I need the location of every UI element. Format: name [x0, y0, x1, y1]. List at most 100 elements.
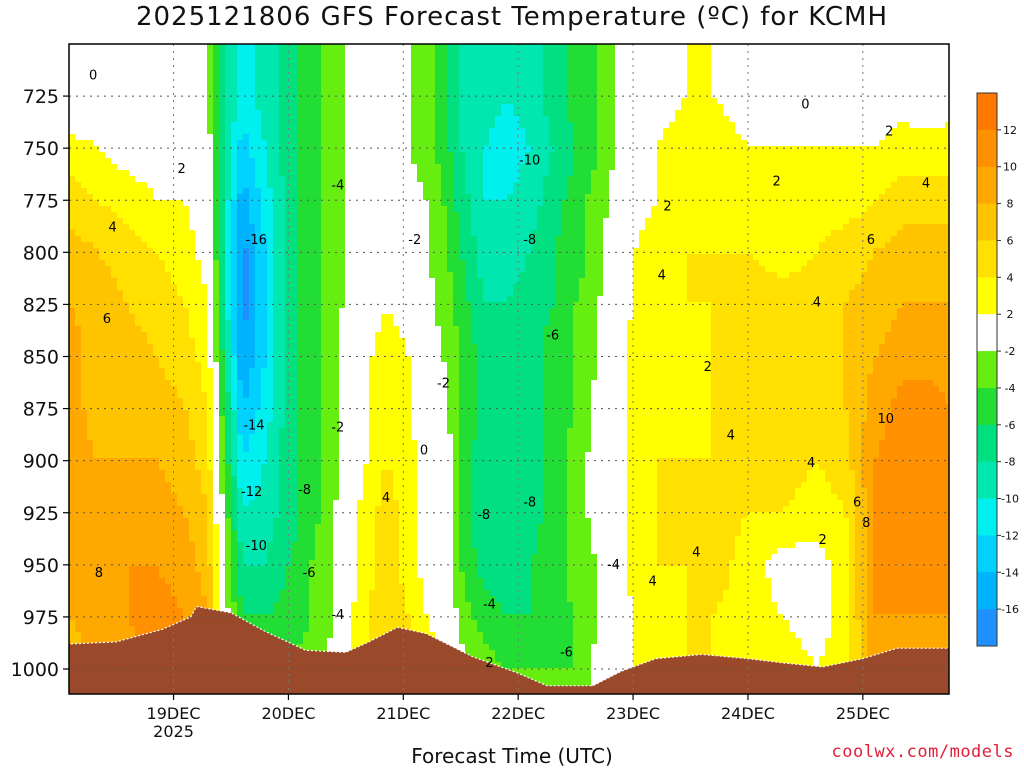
temp-cell	[327, 440, 334, 447]
temp-cell	[99, 506, 106, 513]
temp-cell	[231, 122, 238, 129]
temp-cell	[321, 530, 328, 537]
temp-cell	[243, 386, 250, 393]
temp-cell	[327, 326, 334, 333]
temp-cell	[171, 380, 178, 387]
temp-cell	[147, 518, 154, 525]
temp-cell	[177, 416, 184, 423]
temp-cell	[99, 338, 106, 345]
temp-cell	[69, 128, 76, 135]
temp-cell	[93, 500, 100, 507]
temp-cell	[153, 254, 160, 261]
temp-cell	[189, 296, 196, 303]
temp-cell	[75, 266, 82, 273]
temp-cell	[165, 74, 172, 81]
temp-cell	[123, 422, 130, 429]
temp-cell	[129, 308, 136, 315]
temp-cell	[297, 524, 304, 531]
temp-cell	[123, 482, 130, 489]
temp-cell	[159, 176, 166, 183]
temp-cell	[213, 140, 220, 147]
temp-cell	[81, 386, 88, 393]
temp-cell	[261, 446, 268, 453]
temp-cell	[153, 590, 160, 597]
temp-cell	[189, 110, 196, 117]
temp-cell	[189, 164, 196, 171]
temp-cell	[147, 500, 154, 507]
temp-cell	[315, 428, 322, 435]
temp-cell	[93, 326, 100, 333]
temp-cell	[111, 140, 118, 147]
temp-cell	[315, 596, 322, 603]
temp-cell	[315, 206, 322, 213]
temp-cell	[87, 92, 94, 99]
temp-cell	[291, 254, 298, 261]
temp-cell	[153, 464, 160, 471]
temp-cell	[315, 62, 322, 69]
temp-cell	[207, 86, 214, 93]
temp-cell	[303, 134, 310, 141]
temp-cell	[243, 230, 250, 237]
temp-cell	[189, 530, 196, 537]
temp-cell	[309, 50, 316, 57]
temp-cell	[135, 308, 142, 315]
temp-cell	[231, 98, 238, 105]
temp-cell	[207, 602, 214, 609]
temp-cell	[339, 440, 346, 447]
temp-cell	[237, 170, 244, 177]
temp-cell	[129, 74, 136, 81]
temp-cell	[183, 122, 190, 129]
temp-cell	[339, 68, 346, 75]
temp-cell	[159, 374, 166, 381]
temp-cell	[195, 164, 202, 171]
temp-cell	[99, 50, 106, 57]
temp-cell	[255, 152, 262, 159]
temp-cell	[177, 482, 184, 489]
temp-cell	[69, 116, 76, 123]
temp-cell	[105, 416, 112, 423]
temp-cell	[231, 194, 238, 201]
temp-cell	[75, 284, 82, 291]
temp-cell	[231, 188, 238, 195]
temp-cell	[171, 470, 178, 477]
temp-cell	[159, 566, 166, 573]
temp-cell	[267, 488, 274, 495]
temp-cell	[147, 164, 154, 171]
temp-cell	[225, 584, 232, 591]
temp-cell	[117, 218, 124, 225]
temp-cell	[189, 56, 196, 63]
temp-cell	[129, 92, 136, 99]
temp-cell	[285, 554, 292, 561]
temp-cell	[339, 140, 346, 147]
temp-cell	[249, 338, 256, 345]
temp-cell	[249, 482, 256, 489]
temp-cell	[117, 362, 124, 369]
temp-cell	[237, 188, 244, 195]
temp-cell	[249, 152, 256, 159]
temp-cell	[189, 80, 196, 87]
temp-cell	[153, 542, 160, 549]
temp-cell	[81, 572, 88, 579]
temp-cell	[159, 218, 166, 225]
temp-cell	[153, 392, 160, 399]
temp-cell	[129, 152, 136, 159]
temp-cell	[261, 428, 268, 435]
temp-cell	[321, 602, 328, 609]
temp-cell	[291, 290, 298, 297]
temp-cell	[123, 380, 130, 387]
temp-cell	[171, 266, 178, 273]
temp-cell	[207, 80, 214, 87]
temp-cell	[285, 110, 292, 117]
temp-cell	[129, 194, 136, 201]
temp-cell	[189, 446, 196, 453]
temp-cell	[237, 416, 244, 423]
temp-cell	[261, 614, 268, 621]
temp-cell	[171, 230, 178, 237]
temp-cell	[87, 116, 94, 123]
temp-cell	[129, 344, 136, 351]
temp-cell	[327, 548, 334, 555]
temp-cell	[339, 260, 346, 267]
temp-cell	[297, 434, 304, 441]
temp-cell	[225, 356, 232, 363]
temp-cell	[165, 422, 172, 429]
